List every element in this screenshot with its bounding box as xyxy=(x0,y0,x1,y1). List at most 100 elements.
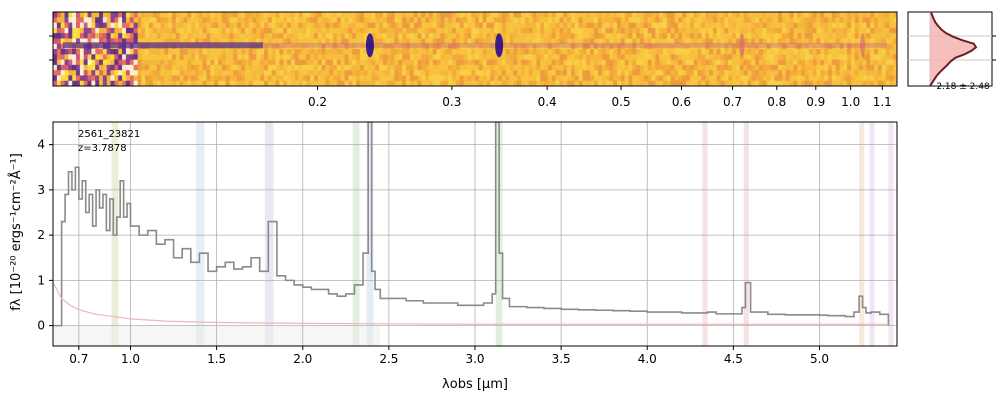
heatmap-cell xyxy=(593,49,599,55)
heatmap-cell xyxy=(778,64,783,71)
heatmap-noise-cell xyxy=(56,43,61,50)
heatmap-noise-cell xyxy=(114,64,119,71)
heatmap-cell xyxy=(321,12,326,18)
heatmap-noise-cell xyxy=(72,12,77,18)
heatmap-cell xyxy=(686,27,691,34)
heatmap-noise-cell xyxy=(122,75,127,82)
heatmap-cell xyxy=(820,27,825,34)
heatmap-x-tick-label: 0.8 xyxy=(767,95,786,109)
heatmap-cell xyxy=(755,70,760,76)
heatmap-cell xyxy=(881,33,886,39)
heatmap-cell xyxy=(632,22,637,29)
heatmap-cell xyxy=(601,54,606,60)
heatmap-cell xyxy=(647,59,652,66)
heatmap-noise-cell xyxy=(106,59,111,66)
heatmap-cell xyxy=(375,75,380,82)
heatmap-cell xyxy=(609,43,614,50)
heatmap-cell xyxy=(513,54,518,60)
heatmap-cell xyxy=(524,64,530,71)
heatmap-cell xyxy=(455,43,460,50)
heatmap-cell xyxy=(164,33,169,39)
heatmap-cell xyxy=(697,22,702,29)
heatmap-cell xyxy=(674,80,679,87)
heatmap-cell xyxy=(766,64,771,71)
heatmap-cell xyxy=(797,22,802,29)
heatmap-cell xyxy=(294,59,299,66)
heatmap-cell xyxy=(164,54,169,60)
heatmap-noise-cell xyxy=(118,59,123,66)
heatmap-cell xyxy=(240,27,246,34)
heatmap-noise-cell xyxy=(129,80,134,87)
heatmap-cell xyxy=(827,75,833,82)
heatmap-cell xyxy=(632,80,637,87)
heatmap-cell xyxy=(183,54,188,60)
heatmap-cell xyxy=(743,80,748,87)
heatmap-cell xyxy=(555,17,560,23)
heatmap-cell xyxy=(632,17,637,23)
heatmap-cell xyxy=(405,27,411,34)
heatmap-cell xyxy=(279,54,284,60)
heatmap-cell xyxy=(620,12,625,18)
heatmap-cell xyxy=(206,75,211,82)
heatmap-cell xyxy=(233,59,238,66)
heatmap-cell xyxy=(532,59,537,66)
heatmap-cell xyxy=(724,80,729,87)
heatmap-cell xyxy=(582,17,587,23)
heatmap-cell xyxy=(267,80,272,87)
heatmap-cell xyxy=(375,49,380,55)
shaded-band xyxy=(352,122,360,346)
heatmap-cell xyxy=(194,70,200,76)
heatmap-cell xyxy=(881,49,886,55)
heatmap-cell xyxy=(463,27,468,34)
heatmap-cell xyxy=(758,22,764,29)
heatmap-cell xyxy=(682,12,687,18)
heatmap-noise-cell xyxy=(79,27,84,34)
heatmap-cell xyxy=(689,70,694,76)
heatmap-cell xyxy=(467,33,472,39)
heatmap-cell xyxy=(194,54,200,60)
heatmap-cell xyxy=(766,70,771,76)
heatmap-cell xyxy=(317,49,322,55)
heatmap-cell xyxy=(490,59,495,66)
heatmap-cell xyxy=(298,80,303,87)
heatmap-cell xyxy=(413,38,418,45)
heatmap-cell xyxy=(214,75,219,82)
heatmap-cell xyxy=(528,17,533,23)
heatmap-cell xyxy=(847,49,852,55)
heatmap-cell xyxy=(145,80,150,87)
heatmap-cell xyxy=(781,43,787,50)
heatmap-cell xyxy=(217,22,223,29)
heatmap-cell xyxy=(152,70,157,76)
heatmap-cell xyxy=(356,33,361,39)
heatmap-cell xyxy=(701,70,706,76)
heatmap-cell xyxy=(662,54,668,60)
heatmap-cell xyxy=(475,22,480,29)
heatmap-cell xyxy=(267,49,272,55)
heatmap-cell xyxy=(217,64,223,71)
heatmap-cell xyxy=(363,43,368,50)
heatmap-cell xyxy=(709,38,714,45)
heatmap-cell xyxy=(555,38,560,45)
heatmap-noise-cell xyxy=(64,80,69,87)
heatmap-noise-cell xyxy=(122,38,127,45)
heatmap-cell xyxy=(624,54,629,60)
heatmap-cell xyxy=(789,59,794,66)
heatmap-cell xyxy=(348,59,353,66)
heatmap-cell xyxy=(363,33,368,39)
heatmap-cell xyxy=(770,17,775,23)
heatmap-cell xyxy=(294,12,299,18)
heatmap-cell xyxy=(505,75,510,82)
heatmap-cell xyxy=(751,64,756,71)
heatmap-cell xyxy=(187,64,192,71)
heatmap-cell xyxy=(160,33,165,39)
heatmap-cell xyxy=(325,75,330,82)
heatmap-cell xyxy=(574,75,579,82)
heatmap-cell xyxy=(302,38,307,45)
heatmap-cell xyxy=(808,38,813,45)
heatmap-cell xyxy=(417,80,422,87)
heatmap-cell xyxy=(870,43,875,50)
heatmap-cell xyxy=(678,70,683,76)
heatmap-cell xyxy=(651,64,656,71)
heatmap-cell xyxy=(229,17,234,23)
heatmap-cell xyxy=(570,75,576,82)
